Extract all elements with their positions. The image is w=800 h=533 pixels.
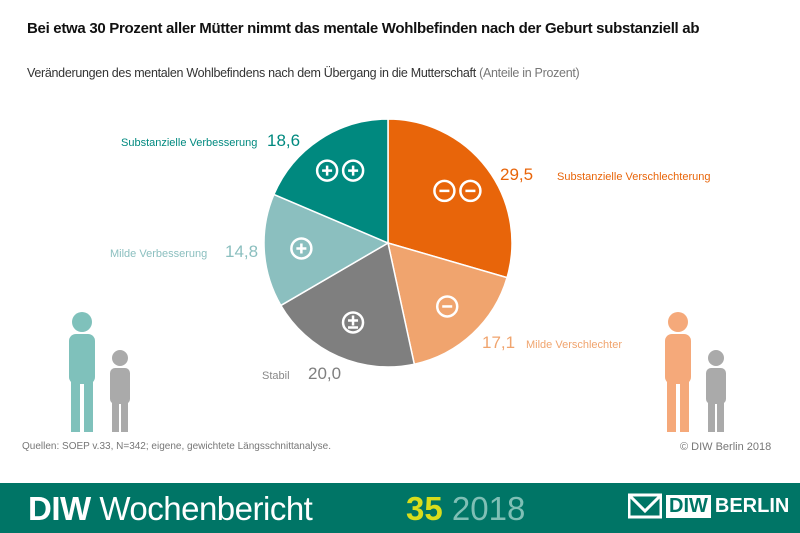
logo-text: BERLIN [714, 494, 790, 517]
label-mild-improvement: Milde Verbesserung [110, 248, 208, 260]
label-mild-worsening: Milde Verschlechter [526, 339, 622, 351]
pie-slice [279, 241, 416, 368]
brand-text: Wochenbericht [99, 490, 313, 527]
label-stable: Stabil [262, 370, 290, 382]
symbol-circle-icon [341, 311, 365, 334]
symbol-circle-icon [341, 159, 365, 182]
label-substantial-worsening: Substanzielle Verschlechterung [557, 171, 711, 183]
copyright: © DIW Berlin 2018 [680, 441, 772, 453]
value-mild-improvement: 14,8 [225, 242, 259, 261]
publication-name: DIW Wochenbericht [28, 490, 313, 528]
symbol-circle-icon [290, 237, 313, 260]
logo-envelope-icon [628, 493, 662, 519]
mother-child-icon-right [665, 312, 726, 432]
symbol-circle-icon [435, 295, 459, 318]
value-substantial-improvement: 18,6 [267, 131, 301, 150]
pie-slice [263, 193, 390, 307]
value-stable: 20,0 [308, 364, 342, 383]
issue-number: 35 2018 [406, 490, 525, 528]
chart-subtitle: Veränderungen des mentalen Wohlbefindens… [27, 66, 580, 80]
plus-icon [322, 165, 333, 176]
chart-title: Bei etwa 30 Prozent aller Mütter nimmt d… [27, 20, 700, 37]
unit-label: (Anteile in Prozent) [479, 66, 580, 80]
subtitle-text: Veränderungen des mentalen Wohlbefindens… [27, 66, 476, 80]
value-substantial-worsening: 29,5 [500, 165, 534, 184]
diw-logo: DIW BERLIN [628, 493, 789, 519]
symbol-circle-icon [315, 159, 339, 182]
plus-icon [348, 165, 359, 176]
pie-slice [387, 241, 509, 366]
plus-minus-icon [348, 315, 359, 329]
brand-bold: DIW [28, 490, 91, 527]
label-substantial-improvement: Substanzielle Verbesserung [121, 137, 258, 149]
pie-chart [69, 118, 726, 432]
year: 2018 [451, 490, 526, 527]
value-mild-worsening: 17,1 [482, 333, 516, 352]
mother-child-icon-left [69, 312, 130, 432]
source-note: Quellen: SOEP v.33, N=342; eigene, gewic… [22, 441, 331, 452]
logo-box: DIW [666, 494, 711, 518]
issue: 35 [406, 490, 443, 527]
symbol-circle-icon [433, 179, 456, 203]
symbol-circle-icon [459, 179, 482, 203]
plus-icon [296, 243, 307, 254]
